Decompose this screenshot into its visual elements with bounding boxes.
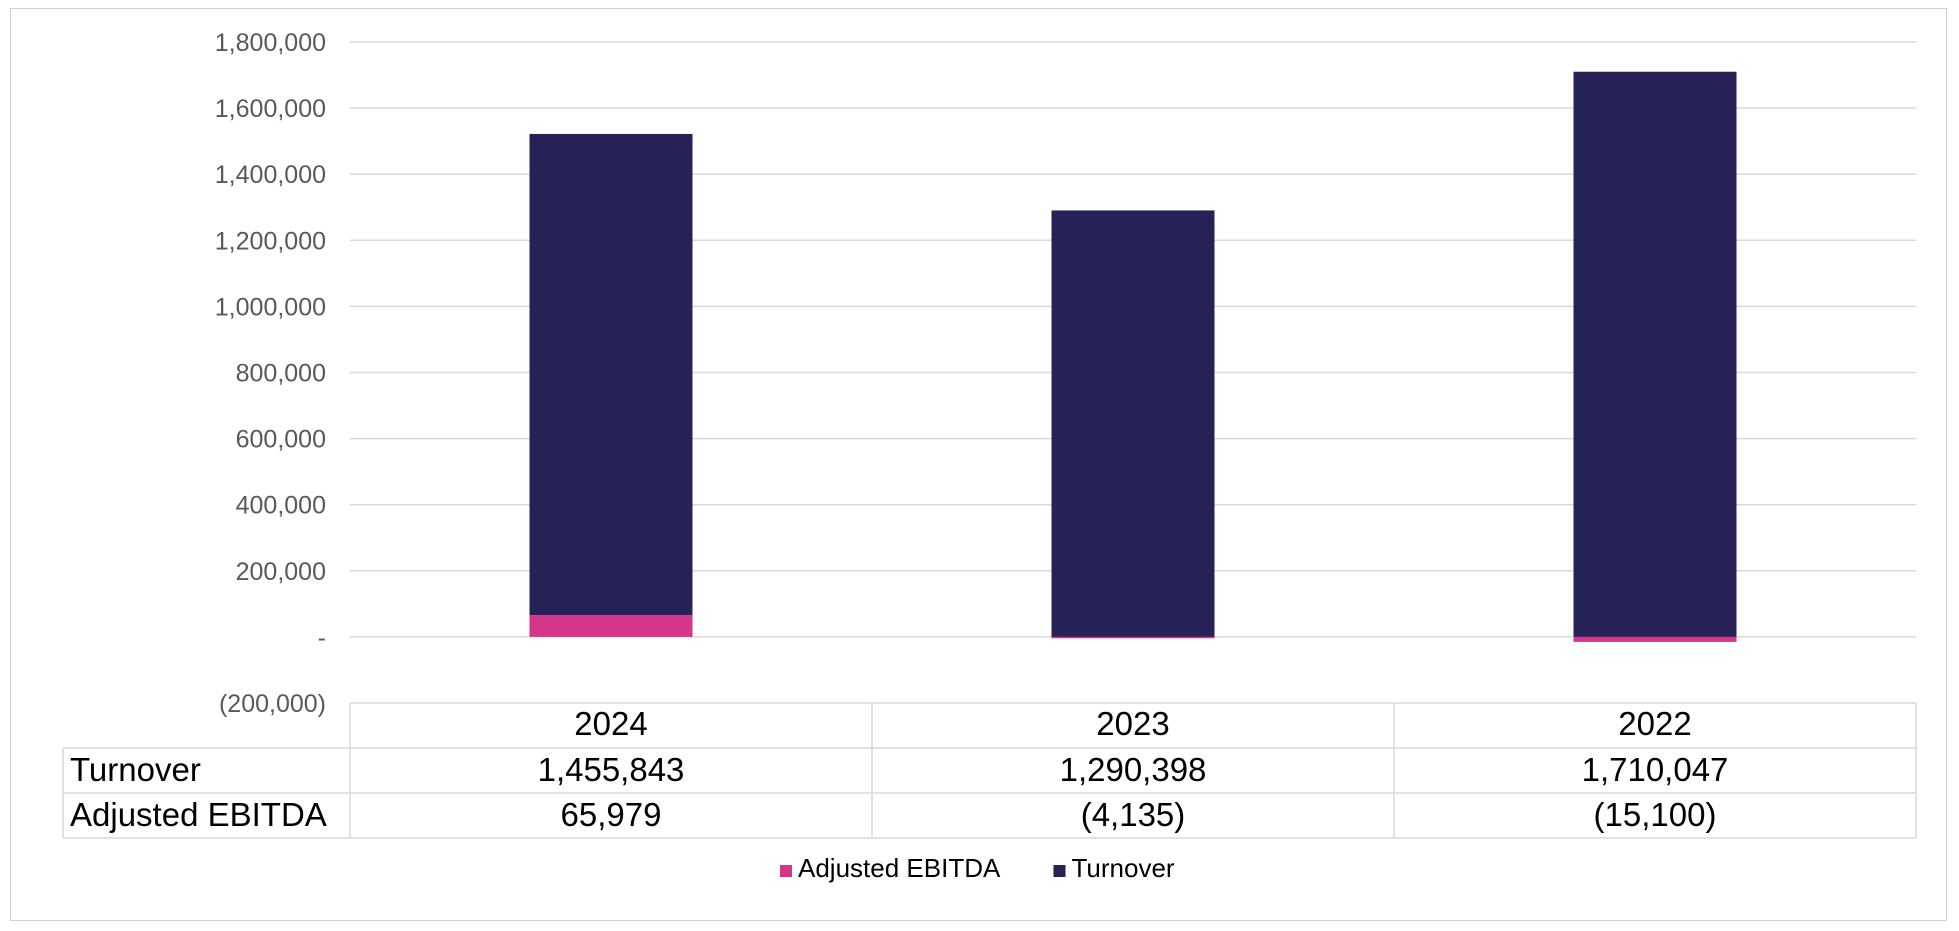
category-label: 2024	[574, 705, 647, 742]
table-cell-value: 1,455,843	[538, 751, 685, 788]
chart-frame	[10, 8, 1947, 921]
y-tick-label: -	[318, 624, 326, 652]
bar-turnover	[1573, 71, 1737, 637]
y-tick-label: 600,000	[236, 426, 326, 454]
category-label: 2023	[1096, 705, 1169, 742]
table-cell-value: 1,710,047	[1582, 751, 1729, 788]
y-tick-label: 400,000	[236, 492, 326, 520]
legend-label: Turnover	[1072, 853, 1175, 883]
table-cell-value: 65,979	[561, 796, 662, 833]
bar-adjusted-ebitda	[1573, 636, 1737, 642]
y-tick-label: 200,000	[236, 558, 326, 586]
y-tick-label: 1,000,000	[215, 293, 326, 321]
category-label: 2022	[1618, 705, 1691, 742]
table-cell-value: 1,290,398	[1060, 751, 1207, 788]
legend-label: Adjusted EBITDA	[798, 853, 1001, 883]
y-tick-label: (200,000)	[219, 690, 326, 718]
table-row-label: Turnover	[70, 751, 201, 788]
y-tick-label: 1,400,000	[215, 161, 326, 189]
table-cell-value: (15,100)	[1594, 796, 1717, 833]
legend-swatch	[780, 865, 792, 877]
y-tick-label: 800,000	[236, 360, 326, 388]
bar-turnover	[529, 133, 693, 616]
y-tick-label: 1,200,000	[215, 227, 326, 255]
bar-turnover	[1051, 210, 1215, 637]
legend-swatch	[1053, 865, 1066, 877]
y-tick-label: 1,800,000	[215, 29, 326, 57]
table-cell-value: (4,135)	[1081, 796, 1186, 833]
bar-adjusted-ebitda	[1051, 636, 1215, 639]
y-tick-label: 1,600,000	[215, 95, 326, 123]
table-row-label: Adjusted EBITDA	[70, 796, 327, 833]
bar-adjusted-ebitda	[529, 615, 693, 637]
